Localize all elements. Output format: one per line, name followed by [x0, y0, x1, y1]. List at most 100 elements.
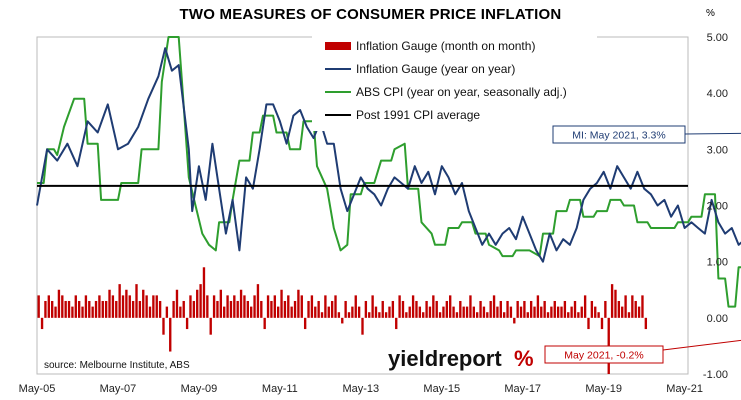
bar — [580, 306, 583, 318]
bar — [479, 300, 482, 318]
bar — [617, 300, 621, 318]
bar — [455, 312, 459, 318]
bar — [142, 289, 145, 318]
bar — [422, 312, 425, 318]
bar — [398, 295, 401, 318]
bar — [381, 300, 384, 318]
bar — [300, 295, 303, 318]
bar — [442, 306, 445, 318]
bar — [246, 300, 249, 318]
bar — [449, 295, 452, 318]
bar — [216, 300, 219, 318]
bar — [567, 312, 570, 318]
bar — [91, 306, 94, 318]
bar — [644, 317, 648, 330]
bar — [131, 300, 135, 318]
annotation-text: May 2021, -0.2% — [564, 350, 643, 362]
bar — [101, 300, 104, 318]
legend-label: ABS CPI (year on year, seasonally adj.) — [356, 85, 567, 99]
x-tick-label: May-05 — [19, 383, 56, 395]
bar — [128, 295, 131, 318]
bar — [293, 300, 297, 318]
x-tick-label: May-09 — [181, 383, 218, 395]
bar — [489, 300, 492, 318]
bar — [324, 295, 327, 318]
bar — [226, 295, 229, 318]
bar — [148, 306, 152, 318]
bar — [223, 306, 226, 318]
bar — [266, 295, 270, 318]
bar — [610, 284, 614, 318]
annotation-leader — [684, 132, 741, 135]
bar — [563, 300, 567, 318]
y-tick-label: 1.00 — [707, 257, 728, 269]
bar — [206, 295, 209, 318]
legend-label: Inflation Gauge (year on year) — [356, 62, 515, 76]
bar — [260, 300, 263, 318]
bar — [135, 284, 138, 318]
bar — [47, 295, 50, 318]
legend-swatch — [325, 42, 351, 50]
bar — [121, 295, 125, 318]
bar — [408, 306, 411, 318]
bar — [115, 300, 118, 318]
bar — [229, 300, 233, 318]
bar — [273, 295, 276, 318]
bar — [621, 306, 624, 318]
bar — [61, 295, 64, 318]
bar — [77, 300, 81, 318]
bar — [378, 312, 381, 318]
bar — [111, 295, 115, 318]
bar — [506, 300, 509, 318]
bar — [384, 312, 388, 318]
bar — [263, 317, 266, 330]
y-tick-labels: 5.00 4.00 3.00 2.00 1.00 0.00 -1.00 — [703, 32, 728, 381]
bar — [432, 295, 435, 318]
bar — [54, 306, 57, 318]
bar — [192, 300, 196, 318]
bar — [577, 312, 580, 318]
x-tick-label: May-21 — [666, 383, 703, 395]
bar — [560, 306, 563, 318]
bar — [233, 295, 236, 318]
bar — [145, 295, 148, 318]
bar — [513, 317, 516, 324]
bar — [341, 317, 344, 324]
bar — [405, 312, 408, 318]
bar — [196, 289, 199, 318]
annotation-box — [552, 125, 686, 144]
bar — [250, 306, 253, 318]
brand-text: yieldreport — [388, 346, 502, 371]
bar — [57, 289, 61, 318]
bar — [388, 306, 391, 318]
bar — [529, 300, 533, 318]
bar — [344, 300, 347, 318]
bar — [243, 295, 246, 318]
y-tick-label: -1.00 — [703, 369, 728, 381]
bar — [118, 284, 121, 318]
bar — [212, 295, 216, 318]
bar — [496, 306, 499, 318]
bar — [543, 300, 546, 318]
bar — [469, 295, 472, 318]
bar — [189, 295, 192, 318]
bar — [550, 306, 553, 318]
legend-label: Post 1991 CPI average — [356, 108, 480, 122]
gauge-yoy-line — [36, 47, 741, 263]
annotation-box — [544, 345, 664, 364]
bar — [71, 306, 74, 318]
bar — [94, 300, 98, 318]
bar — [540, 306, 543, 318]
bar — [452, 306, 455, 318]
bar — [287, 295, 290, 318]
bar — [37, 295, 40, 318]
bars-layer — [37, 267, 648, 374]
bar — [310, 295, 314, 318]
bar — [307, 300, 310, 318]
x-tick-labels: May-05 May-07 May-09 May-11 May-13 May-15 May-… — [19, 383, 703, 395]
bar — [604, 300, 607, 318]
bar — [334, 295, 337, 318]
bar — [425, 300, 428, 318]
bar — [104, 300, 108, 318]
